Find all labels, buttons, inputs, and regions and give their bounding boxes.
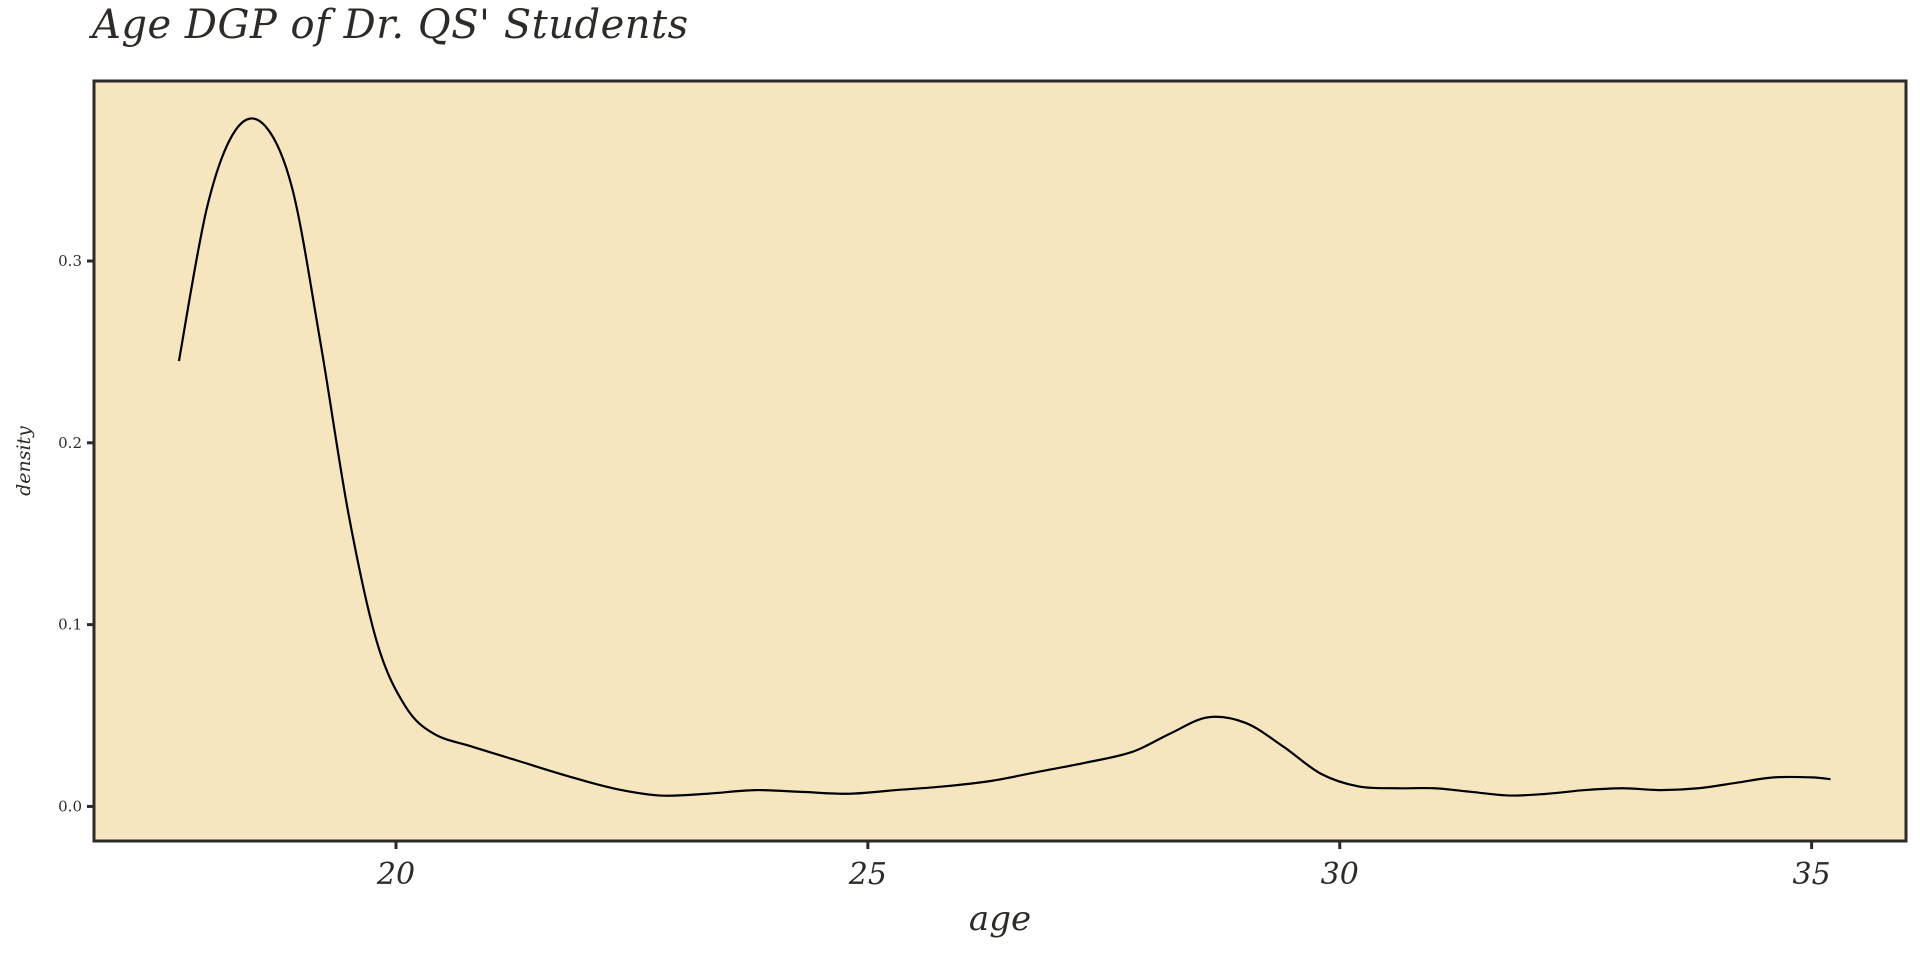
x-tick-label: 25	[848, 857, 887, 892]
plot-panel	[92, 79, 1908, 843]
y-tick-label: 0.0	[58, 797, 82, 815]
y-axis-title: density	[13, 426, 35, 496]
x-axis: 20 25 30 35	[376, 841, 1831, 892]
y-tick-label: 0.3	[58, 252, 82, 270]
chart-title: Age DGP of Dr. QS' Students	[92, 2, 689, 48]
x-axis-title: age	[969, 899, 1031, 939]
y-axis: 0.0 0.1 0.2 0.3	[58, 252, 94, 815]
y-tick-label: 0.1	[58, 616, 82, 634]
density-curve	[177, 117, 1831, 797]
x-tick-label: 35	[1793, 857, 1831, 892]
x-tick-label: 30	[1321, 857, 1359, 892]
x-tick-label: 20	[376, 857, 415, 892]
y-tick-label: 0.2	[58, 434, 82, 452]
